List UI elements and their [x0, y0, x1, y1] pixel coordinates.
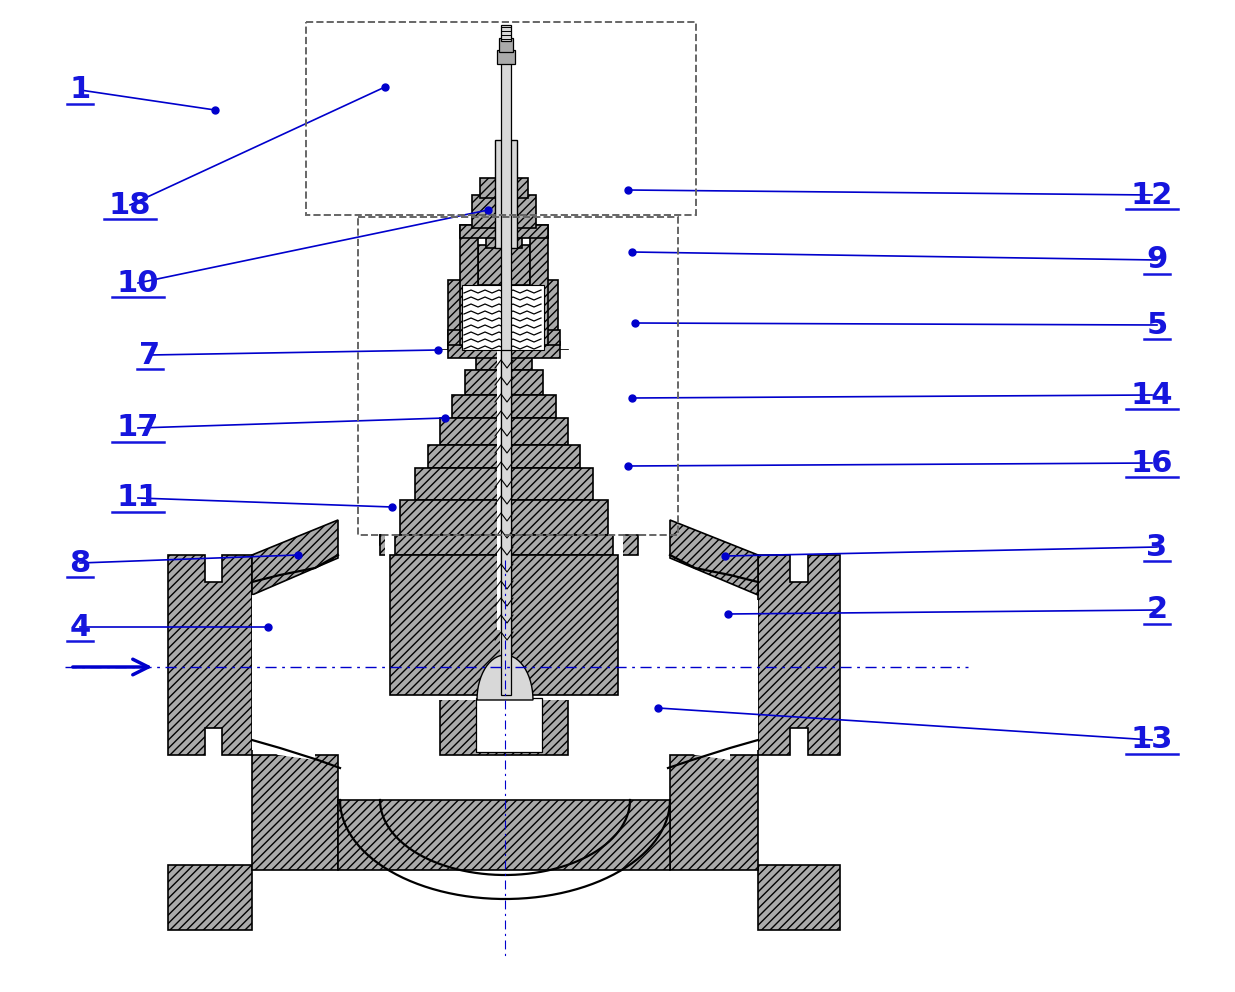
- Polygon shape: [758, 555, 840, 755]
- Bar: [475, 698, 542, 752]
- Polygon shape: [671, 755, 758, 870]
- Bar: [462, 285, 543, 350]
- Text: 8: 8: [69, 549, 90, 577]
- Text: 16: 16: [1131, 448, 1173, 477]
- Polygon shape: [487, 230, 522, 248]
- Polygon shape: [477, 655, 534, 700]
- Polygon shape: [758, 865, 840, 930]
- Polygon shape: [252, 595, 315, 760]
- Text: 17: 17: [117, 414, 159, 442]
- Bar: [501, 60, 511, 670]
- Bar: [501, 25, 511, 41]
- Polygon shape: [448, 342, 559, 358]
- Text: 13: 13: [1131, 725, 1173, 755]
- Polygon shape: [466, 370, 543, 395]
- Polygon shape: [448, 330, 468, 345]
- Polygon shape: [671, 520, 758, 595]
- Polygon shape: [548, 450, 588, 540]
- Text: 7: 7: [140, 340, 161, 369]
- Text: 14: 14: [1131, 381, 1173, 410]
- Polygon shape: [548, 400, 608, 450]
- Polygon shape: [385, 350, 622, 700]
- Text: 10: 10: [117, 269, 159, 298]
- Polygon shape: [440, 350, 459, 400]
- Bar: [306, 22, 697, 215]
- Polygon shape: [410, 450, 450, 540]
- Polygon shape: [440, 418, 568, 445]
- Polygon shape: [252, 520, 338, 595]
- Bar: [495, 140, 517, 248]
- Polygon shape: [671, 600, 758, 750]
- Polygon shape: [540, 330, 559, 345]
- Bar: [358, 217, 678, 535]
- Text: 3: 3: [1146, 533, 1167, 561]
- Polygon shape: [168, 555, 252, 755]
- Polygon shape: [517, 300, 538, 360]
- Text: 5: 5: [1146, 310, 1167, 339]
- Polygon shape: [548, 350, 568, 400]
- Polygon shape: [475, 350, 532, 370]
- Polygon shape: [500, 350, 508, 695]
- Polygon shape: [459, 225, 548, 238]
- Polygon shape: [395, 535, 613, 555]
- Polygon shape: [488, 195, 520, 235]
- Polygon shape: [459, 225, 478, 345]
- Polygon shape: [252, 755, 338, 870]
- Text: 4: 4: [69, 612, 90, 642]
- Polygon shape: [400, 500, 608, 535]
- Bar: [496, 350, 511, 630]
- Polygon shape: [478, 245, 530, 285]
- Text: 12: 12: [1131, 181, 1173, 209]
- Bar: [496, 50, 515, 64]
- Polygon shape: [429, 445, 580, 468]
- Text: 11: 11: [117, 483, 159, 513]
- Polygon shape: [530, 225, 548, 345]
- Polygon shape: [472, 195, 536, 228]
- Text: 18: 18: [109, 190, 151, 219]
- Polygon shape: [380, 535, 400, 555]
- Bar: [501, 650, 511, 680]
- Bar: [501, 350, 511, 695]
- Polygon shape: [168, 865, 252, 930]
- Text: 1: 1: [69, 75, 90, 104]
- Polygon shape: [415, 468, 593, 500]
- Polygon shape: [252, 600, 338, 750]
- Polygon shape: [448, 280, 558, 355]
- Text: 9: 9: [1146, 245, 1167, 275]
- Polygon shape: [671, 595, 730, 760]
- Polygon shape: [618, 535, 638, 555]
- Polygon shape: [390, 555, 618, 695]
- Polygon shape: [338, 800, 671, 870]
- Polygon shape: [480, 178, 529, 198]
- Polygon shape: [380, 535, 625, 545]
- Polygon shape: [440, 695, 568, 755]
- Text: 2: 2: [1146, 595, 1167, 625]
- Polygon shape: [452, 395, 556, 418]
- Polygon shape: [390, 545, 618, 695]
- Polygon shape: [390, 400, 450, 450]
- Bar: [499, 38, 513, 52]
- Polygon shape: [459, 300, 480, 360]
